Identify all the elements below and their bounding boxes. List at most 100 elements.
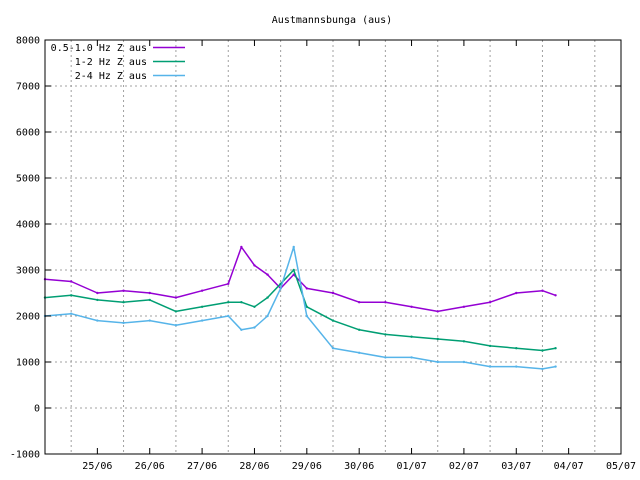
data-point: [174, 310, 178, 313]
data-point: [488, 344, 492, 348]
data-point: [253, 264, 256, 267]
legend-label: 1-2 Hz Z aus: [75, 57, 147, 68]
data-point: [515, 365, 518, 368]
y-tick-label: 5000: [16, 174, 40, 185]
data-point: [266, 314, 269, 318]
data-point: [384, 333, 387, 336]
y-tick-label: 6000: [16, 128, 40, 139]
data-point: [436, 360, 439, 364]
data-point: [305, 287, 309, 290]
data-point: [96, 319, 99, 322]
data-point: [200, 319, 204, 322]
x-tick-label: 28/06: [239, 461, 269, 472]
legend-label: 2-4 Hz Z aus: [75, 71, 147, 82]
data-point: [227, 282, 230, 285]
data-point: [69, 312, 73, 315]
data-point: [515, 347, 518, 350]
plot-frame: [44, 39, 622, 455]
data-point: [541, 349, 544, 352]
y-tick-label: -1000: [10, 450, 40, 461]
data-point: [122, 321, 125, 325]
y-tick-label: 1000: [16, 358, 40, 369]
data-point: [384, 301, 387, 304]
data-point: [331, 319, 335, 322]
x-tick-label: 03/07: [501, 461, 531, 472]
data-point: [266, 273, 269, 276]
data-point: [69, 294, 73, 297]
series-line-1: [44, 246, 556, 313]
data-point: [96, 298, 99, 302]
y-tick-label: 0: [34, 404, 40, 415]
data-point: [554, 294, 557, 297]
grid: [45, 40, 621, 454]
data-point: [554, 347, 557, 350]
data-point: [515, 291, 518, 295]
data-point: [488, 365, 492, 368]
data-point: [410, 335, 413, 338]
data-point: [174, 324, 178, 327]
y-tick-label: 3000: [16, 266, 40, 277]
data-point: [253, 326, 256, 329]
series-layer: [43, 245, 557, 371]
y-tick-label: 2000: [16, 312, 40, 323]
data-point: [227, 301, 230, 304]
series-line-3: [44, 246, 556, 370]
legend-label: 0.5-1.0 Hz Z aus: [51, 43, 147, 54]
legend: 0.5-1.0 Hz Z aus 1-2 Hz Z aus 2-4 Hz Z aus: [51, 43, 185, 82]
data-point: [331, 291, 335, 295]
data-point: [462, 305, 466, 308]
data-point: [305, 314, 309, 318]
data-point: [240, 328, 243, 331]
data-point: [305, 305, 309, 308]
data-point: [554, 365, 557, 368]
data-point: [148, 298, 151, 302]
data-point: [148, 291, 151, 295]
y-tick-label: 7000: [16, 82, 40, 93]
data-point: [357, 351, 361, 354]
data-point: [200, 305, 204, 308]
x-tick-label: 29/06: [292, 461, 322, 472]
data-point: [541, 367, 544, 371]
x-tick-label: 27/06: [187, 461, 217, 472]
data-point: [384, 356, 387, 359]
data-point: [436, 337, 439, 341]
data-point: [357, 301, 361, 304]
x-tick-label: 26/06: [135, 461, 165, 472]
data-point: [279, 287, 282, 290]
data-point: [410, 305, 413, 308]
data-point: [541, 289, 544, 292]
chart-title: Austmannsbunga (aus): [272, 15, 392, 26]
series-line-2: [44, 269, 556, 352]
data-point: [266, 296, 269, 299]
data-point: [331, 347, 335, 350]
data-point: [148, 319, 151, 322]
x-tick-label: 05/07: [606, 461, 636, 472]
data-point: [357, 328, 361, 331]
data-point: [462, 340, 466, 343]
data-point: [200, 289, 204, 292]
x-tick-label: 04/07: [554, 461, 584, 472]
data-point: [410, 356, 413, 359]
data-point: [292, 245, 295, 249]
data-point: [227, 314, 230, 318]
x-tick-label: 30/06: [344, 461, 374, 472]
x-tick-label: 25/06: [82, 461, 112, 472]
data-point: [462, 360, 466, 364]
data-point: [122, 289, 125, 292]
axes: -1000 0 1000 2000 3000 4000 5000 6000 7000 8000 25…: [10, 36, 636, 473]
data-point: [292, 268, 295, 272]
data-point: [240, 245, 243, 249]
y-tick-label: 4000: [16, 220, 40, 231]
y-tick-label: 8000: [16, 36, 40, 47]
data-point: [436, 310, 439, 313]
data-point: [122, 301, 125, 304]
x-tick-label: 01/07: [396, 461, 426, 472]
data-point: [488, 301, 492, 304]
x-tick-label: 02/07: [449, 461, 479, 472]
data-point: [292, 273, 295, 276]
data-point: [96, 291, 99, 295]
data-point: [253, 305, 256, 308]
data-point: [240, 301, 243, 304]
